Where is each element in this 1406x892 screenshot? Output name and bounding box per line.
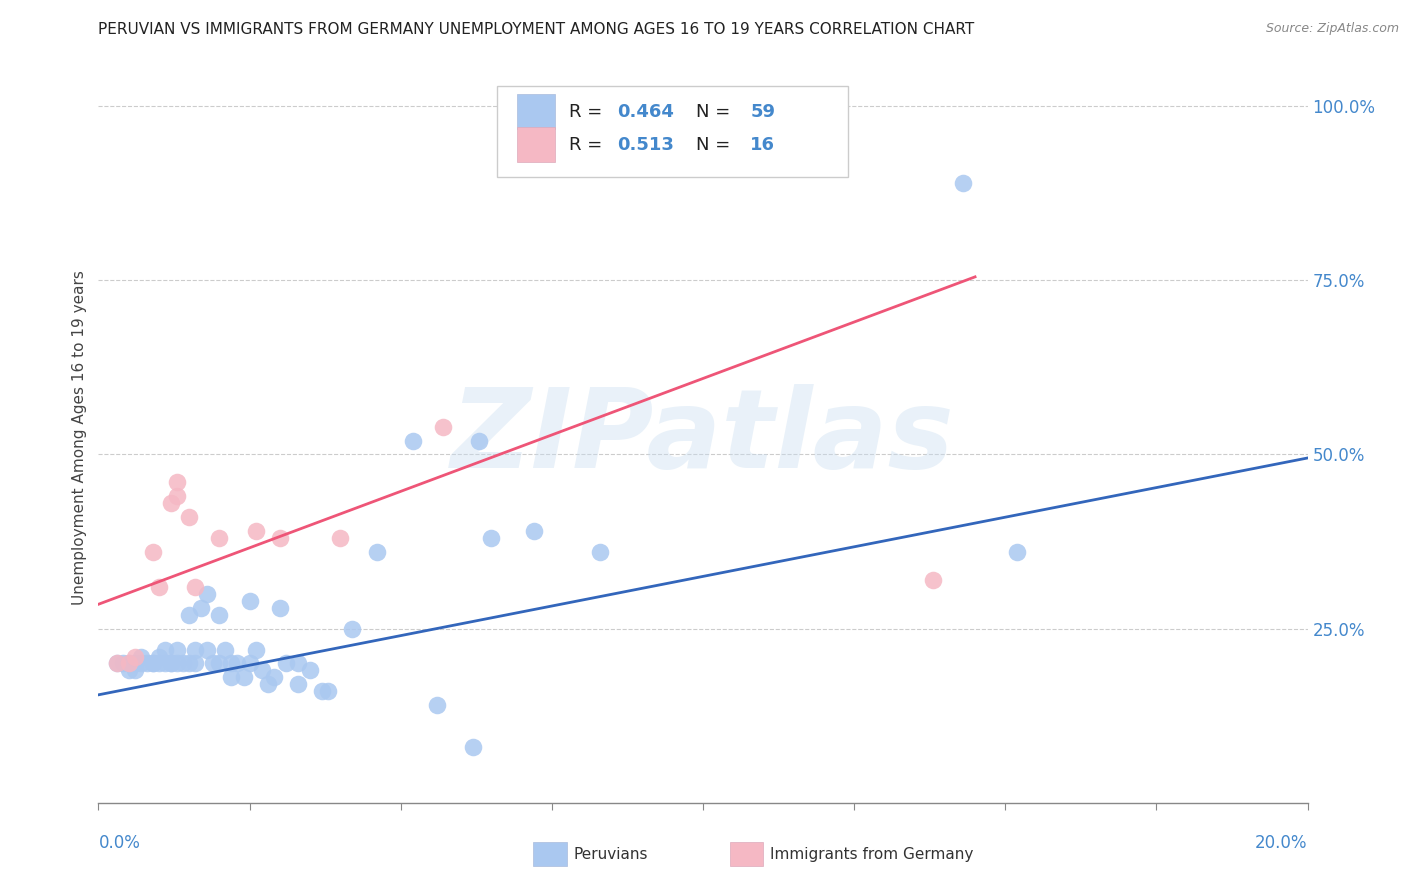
Point [195,587,218,601]
Point [287,657,309,671]
Point [118,664,141,678]
Text: 0.464: 0.464 [617,103,673,120]
Point [160,496,183,510]
Point [166,642,188,657]
FancyBboxPatch shape [533,842,567,866]
Point [221,670,243,684]
Text: N =: N = [696,103,735,120]
Point [316,684,339,698]
Point [481,531,503,545]
Point [250,664,273,678]
Point [179,607,201,622]
Text: PERUVIAN VS IMMIGRANTS FROM GERMANY UNEMPLOYMENT AMONG AGES 16 TO 19 YEARS CORRE: PERUVIAN VS IMMIGRANTS FROM GERMANY UNEM… [98,22,974,37]
Point [589,545,612,559]
Text: 0.0%: 0.0% [98,834,141,852]
Point [124,649,146,664]
Point [142,657,165,671]
Text: Peruvians: Peruvians [574,847,648,862]
Text: R =: R = [569,103,607,120]
Point [208,531,231,545]
Point [166,475,188,490]
Point [342,622,364,636]
Point [274,657,297,671]
Point [135,657,157,671]
Point [166,489,188,503]
FancyBboxPatch shape [498,86,848,178]
Text: ZIPatlas: ZIPatlas [451,384,955,491]
FancyBboxPatch shape [730,842,763,866]
Point [256,677,278,691]
Text: N =: N = [696,136,735,153]
Point [269,531,291,545]
Point [148,580,170,594]
Point [124,664,146,678]
Point [208,607,231,622]
Point [468,434,491,448]
Point [142,545,165,559]
Point [299,664,322,678]
Point [311,684,333,698]
Text: Immigrants from Germany: Immigrants from Germany [770,847,974,862]
Point [239,657,262,671]
Point [153,657,176,671]
Point [214,642,236,657]
Text: 0.513: 0.513 [617,136,673,153]
Point [179,657,201,671]
Text: Source: ZipAtlas.com: Source: ZipAtlas.com [1265,22,1399,36]
Point [148,649,170,664]
Point [184,580,207,594]
Point [184,642,207,657]
Point [129,657,152,671]
Point [118,657,141,671]
Text: 16: 16 [751,136,775,153]
Point [153,642,176,657]
Point [921,573,943,587]
Text: R =: R = [569,136,607,153]
Point [195,642,218,657]
Point [1007,545,1029,559]
Y-axis label: Unemployment Among Ages 16 to 19 years: Unemployment Among Ages 16 to 19 years [72,269,87,605]
Point [105,657,128,671]
Point [172,657,194,671]
Point [129,649,152,664]
Point [105,657,128,671]
Point [432,419,454,434]
Point [160,657,183,671]
Point [239,594,262,608]
Point [463,740,485,755]
Point [166,657,188,671]
Point [148,657,170,671]
Point [952,176,974,190]
Point [226,657,249,671]
Point [245,524,267,538]
Point [263,670,285,684]
Text: 20.0%: 20.0% [1256,834,1308,852]
FancyBboxPatch shape [517,95,555,128]
Point [184,657,207,671]
Text: 59: 59 [751,103,775,120]
Point [124,657,146,671]
Point [402,434,425,448]
Point [160,657,183,671]
Point [426,698,449,713]
Point [179,510,201,524]
Point [287,677,309,691]
Point [232,670,254,684]
Point [118,657,141,671]
FancyBboxPatch shape [517,128,555,161]
Point [142,657,165,671]
Point [523,524,546,538]
Point [221,657,243,671]
Point [208,657,231,671]
Point [245,642,267,657]
Point [269,600,291,615]
Point [366,545,388,559]
Point [111,657,134,671]
Point [190,600,212,615]
Point [202,657,225,671]
Point [329,531,352,545]
